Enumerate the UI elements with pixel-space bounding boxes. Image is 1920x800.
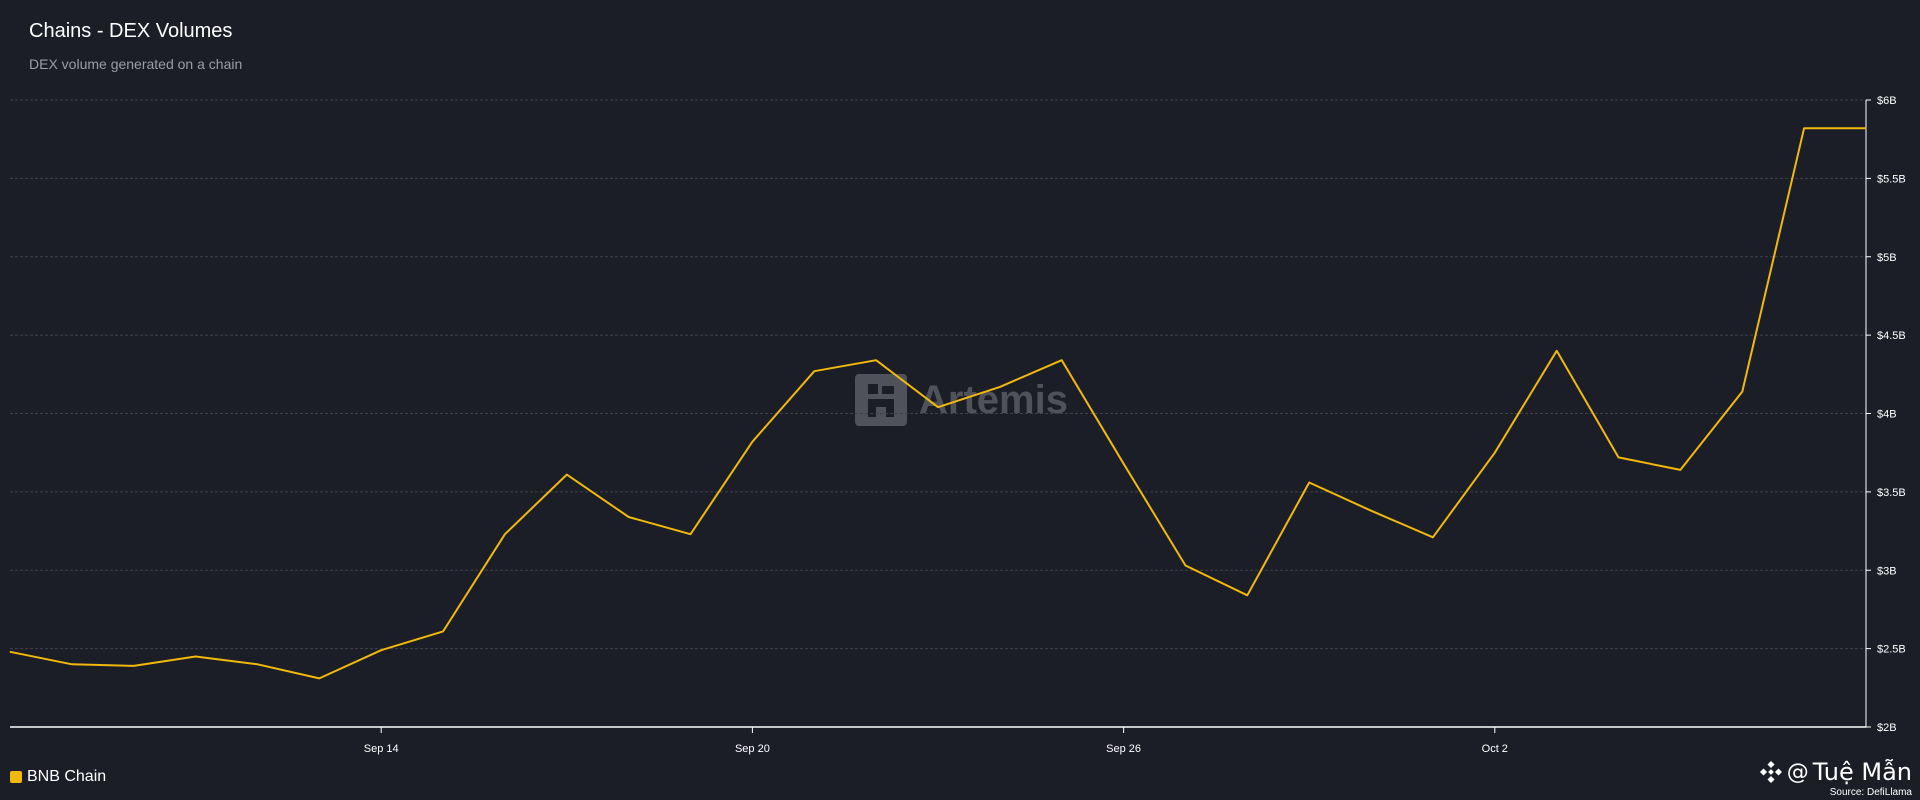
chart-title: Chains - DEX Volumes xyxy=(29,20,233,42)
data-point xyxy=(133,665,135,667)
data-point xyxy=(318,677,320,679)
author-credit: @ Tuệ Mẫn xyxy=(1759,758,1912,786)
data-point xyxy=(1185,565,1186,566)
y-tick-label: $4B xyxy=(1877,409,1897,421)
x-tick-label: Oct 2 xyxy=(1482,743,1508,755)
data-point xyxy=(442,630,444,632)
x-tick-label: Sep 14 xyxy=(364,743,399,755)
data-point xyxy=(1123,463,1125,465)
data-point xyxy=(1865,127,1867,129)
data-point xyxy=(1618,456,1619,458)
x-tick-label: Sep 26 xyxy=(1106,743,1141,755)
data-point xyxy=(71,663,73,665)
data-point xyxy=(504,533,506,535)
at-sign: @ xyxy=(1786,759,1809,785)
data-point xyxy=(1494,452,1496,454)
data-point xyxy=(380,649,382,651)
legend-label: BNB Chain xyxy=(27,768,107,785)
data-point xyxy=(690,533,691,535)
author-name: Tuệ Mẫn xyxy=(1812,758,1912,786)
chart-subtitle: DEX volume generated on a chain xyxy=(29,56,243,72)
data-point xyxy=(1308,482,1310,483)
data-point xyxy=(1370,510,1372,512)
legend-swatch xyxy=(10,771,22,783)
data-point xyxy=(1679,469,1681,471)
series-line xyxy=(9,127,1866,680)
data-point xyxy=(751,441,753,443)
artemis-watermark: Artemis xyxy=(855,374,1068,426)
y-tick-label: $4.5B xyxy=(1877,330,1906,342)
legend[interactable]: BNB Chain xyxy=(10,768,106,786)
data-point xyxy=(1741,391,1743,393)
y-tick-label: $3.5B xyxy=(1877,487,1906,499)
binance-diamond-icon xyxy=(1759,760,1782,784)
data-point xyxy=(257,663,258,665)
data-point xyxy=(937,406,939,408)
data-point xyxy=(813,370,815,372)
data-point xyxy=(999,386,1001,388)
y-tick-label: $2B xyxy=(1877,722,1897,734)
y-tick-label: $6B xyxy=(1877,95,1897,107)
data-point xyxy=(1803,127,1805,129)
data-point xyxy=(9,651,11,653)
y-tick-label: $3B xyxy=(1877,565,1897,577)
data-point xyxy=(1246,594,1248,596)
data-point xyxy=(1061,359,1063,361)
y-tick-label: $5B xyxy=(1877,252,1897,264)
x-tick-label: Sep 20 xyxy=(735,743,770,755)
y-tick-label: $2.5B xyxy=(1877,644,1906,656)
data-point xyxy=(1432,536,1434,538)
data-point xyxy=(566,474,568,476)
data-point xyxy=(875,359,877,361)
y-tick-label: $5.5B xyxy=(1877,173,1906,185)
data-point xyxy=(1556,350,1558,352)
data-point xyxy=(195,656,197,657)
artemis-logo-icon xyxy=(855,374,907,426)
source-note: Source: DefiLlama xyxy=(1829,787,1912,798)
watermark-text: Artemis xyxy=(919,377,1068,422)
data-point xyxy=(628,516,630,518)
